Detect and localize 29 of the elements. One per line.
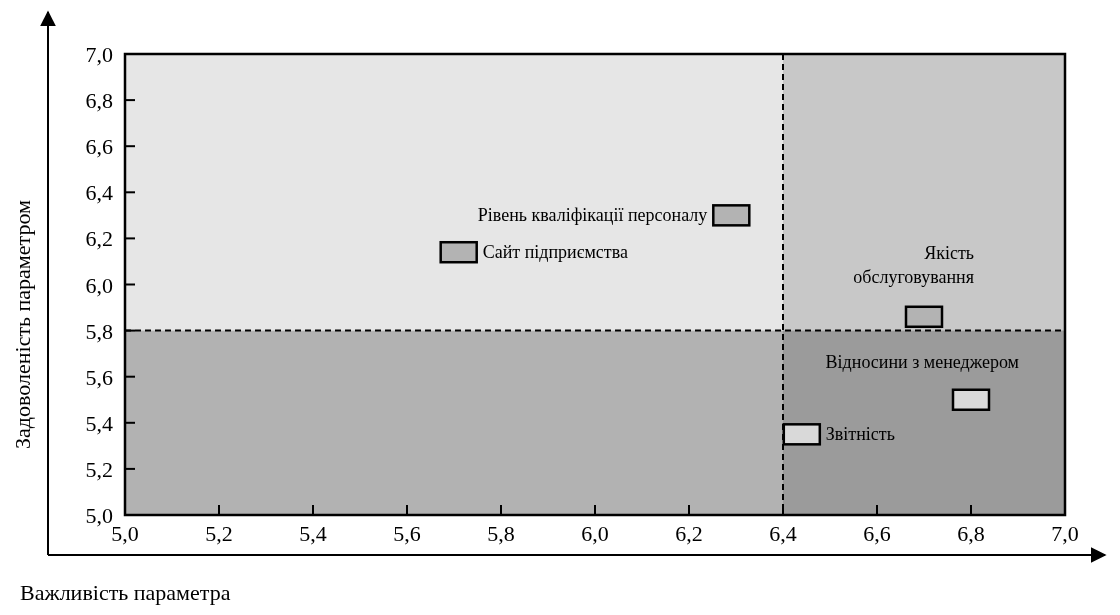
x-tick-label: 6,0: [581, 521, 609, 546]
x-tick-label: 5,8: [487, 521, 515, 546]
x-tick-label: 5,0: [111, 521, 139, 546]
annotation: Якість обслуговування: [853, 242, 974, 287]
y-tick-label: 5,2: [85, 456, 113, 482]
y-tick-label: 7,0: [85, 42, 113, 67]
y-tick-label: 5,6: [85, 364, 113, 390]
x-tick-label: 6,2: [675, 521, 703, 546]
x-tick-label: 7,0: [1051, 521, 1079, 546]
x-tick-label: 5,6: [393, 521, 421, 546]
x-tick-label: 6,6: [863, 521, 891, 546]
annotation: Рівень кваліфікації персоналу: [477, 205, 708, 226]
y-tick-label: 6,2: [85, 226, 113, 252]
y-tick-label: 5,0: [85, 503, 113, 528]
x-axis-title: Важливість параметра: [20, 580, 231, 605]
annotation: Сайт підприємства: [482, 242, 628, 263]
x-tick-label: 6,8: [957, 521, 985, 546]
y-axis-title: Задоволеність параметром: [10, 200, 35, 449]
y-tick-label: 6,6: [85, 134, 113, 160]
x-tick-label: 5,2: [205, 521, 233, 546]
y-tick-label: 6,8: [85, 88, 113, 114]
x-tick-label: 5,4: [299, 521, 327, 546]
annotation: Відносини з менеджером: [825, 351, 1019, 372]
y-tick-label: 5,8: [85, 318, 113, 344]
y-tick-label: 5,4: [85, 410, 113, 436]
y-tick-label: 6,0: [85, 272, 113, 298]
y-tick-label: 6,4: [85, 180, 113, 206]
x-tick-label: 6,4: [769, 521, 797, 546]
annotation: Звітність: [825, 424, 895, 445]
